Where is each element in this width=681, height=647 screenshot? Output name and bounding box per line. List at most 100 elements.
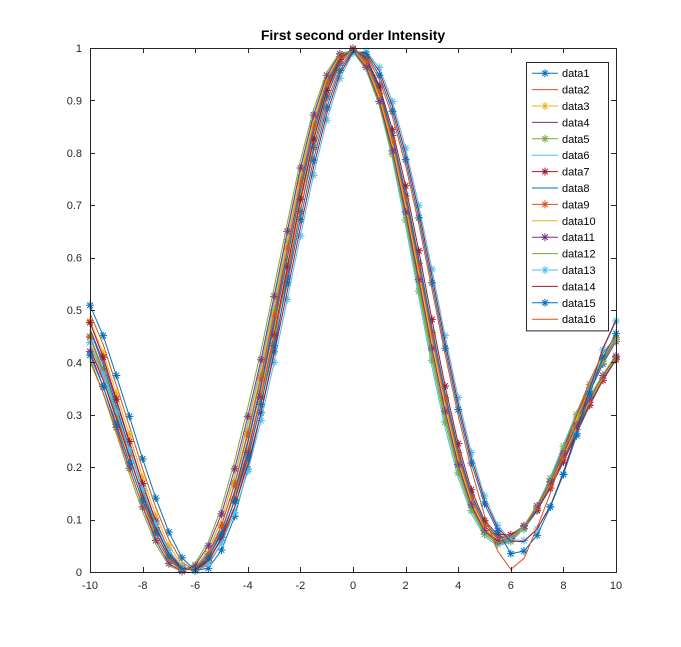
legend-label: data8 (562, 183, 590, 195)
data-point-data13 (480, 492, 489, 501)
data-point-data11 (283, 227, 292, 236)
data-point-data7 (125, 437, 134, 446)
x-tick-label: -6 (190, 580, 200, 592)
data-point-data15 (322, 103, 331, 112)
y-axis: 0 0.1 0.2 0.3 0.4 0.5 0.6 0.7 0.8 0.9 1 (67, 43, 616, 579)
data-point-data1 (309, 143, 318, 152)
data-point-data13 (506, 535, 515, 544)
legend-marker (541, 233, 549, 242)
data-point-data13 (322, 116, 331, 125)
y-tick-label: 0.2 (67, 462, 82, 474)
data-point-data3 (151, 511, 160, 520)
data-point-data9 (230, 480, 239, 489)
legend-item-data10: data10 (532, 216, 596, 228)
legend-item-data6: data6 (532, 150, 590, 162)
data-point-data15 (401, 155, 410, 164)
data-point-data3 (270, 326, 279, 335)
data-point-data1 (125, 412, 134, 421)
data-point-data11 (217, 509, 226, 518)
data-point-data15 (283, 278, 292, 287)
legend-label: data6 (562, 150, 590, 162)
data-point-data7 (480, 516, 489, 525)
data-point-data13 (401, 144, 410, 153)
data-point-data7 (441, 381, 450, 390)
y-tick-label: 0.8 (67, 148, 82, 160)
data-point-data1 (164, 528, 173, 537)
data-point-data11 (243, 412, 252, 421)
data-point-data13 (283, 295, 292, 304)
legend-label: data2 (562, 85, 590, 97)
data-point-data11 (204, 541, 213, 550)
data-point-data15 (270, 341, 279, 350)
legend-marker (541, 134, 549, 143)
data-point-data11 (585, 394, 594, 403)
data-point-data15 (296, 215, 305, 224)
data-point-data7 (296, 195, 305, 204)
data-point-data13 (441, 331, 450, 340)
data-point-data7 (243, 448, 252, 457)
data-point-data11 (362, 63, 371, 72)
legend-label: data9 (562, 199, 590, 211)
data-point-data13 (309, 171, 318, 180)
data-point-data9 (375, 89, 384, 98)
data-point-data13 (388, 97, 397, 106)
data-point-data15 (441, 344, 450, 353)
data-point-data5 (454, 468, 463, 477)
data-point-data9 (243, 430, 252, 439)
data-point-data15 (204, 553, 213, 562)
data-point-data11 (375, 97, 384, 106)
data-point-data13 (296, 232, 305, 241)
data-point-data7 (283, 263, 292, 272)
data-point-data9 (427, 330, 436, 339)
y-tick-label: 0 (76, 567, 82, 579)
data-point-data13 (454, 393, 463, 402)
data-point-data13 (519, 536, 528, 545)
data-point-data15 (493, 526, 502, 535)
data-point-data7 (309, 135, 318, 144)
data-point-data7 (559, 457, 568, 466)
data-point-data13 (427, 265, 436, 274)
data-point-data15 (125, 459, 134, 468)
data-point-data15 (335, 66, 344, 75)
x-tick-label: -4 (243, 580, 253, 592)
data-point-data15 (243, 453, 252, 462)
y-tick-label: 0.9 (67, 95, 82, 107)
legend-label: data1 (562, 68, 590, 80)
x-tick-label: 10 (610, 580, 622, 592)
legend-item-data13: data13 (532, 265, 596, 277)
data-point-data15 (467, 459, 476, 468)
data-point-data13 (125, 446, 134, 455)
legend-label: data4 (562, 117, 590, 129)
data-point-data11 (296, 163, 305, 172)
data-point-data11 (309, 111, 318, 120)
data-point-data11 (546, 477, 555, 486)
data-point-data7 (138, 479, 147, 488)
data-point-data9 (322, 78, 331, 87)
y-tick-label: 1 (76, 43, 82, 55)
data-point-data13 (204, 559, 213, 568)
data-point-data11 (454, 460, 463, 469)
data-point-data3 (112, 389, 121, 398)
data-point-data1 (151, 494, 160, 503)
data-point-data9 (454, 450, 463, 459)
legend-item-data15: data15 (532, 298, 596, 310)
legend-item-data14: data14 (532, 281, 596, 293)
legend-label: data12 (562, 249, 596, 261)
data-point-data15 (585, 389, 594, 398)
data-point-data7 (427, 315, 436, 324)
data-point-data11 (270, 292, 279, 301)
data-point-data9 (401, 195, 410, 204)
legend-marker (541, 200, 549, 209)
x-tick-label: 2 (403, 580, 409, 592)
data-point-data9 (309, 122, 318, 131)
legend-label: data7 (562, 167, 590, 179)
legend-label: data16 (562, 314, 596, 326)
legend-item-data12: data12 (532, 249, 596, 261)
data-point-data11 (164, 559, 173, 568)
x-tick-label: -10 (82, 580, 98, 592)
data-point-data9 (125, 451, 134, 460)
legend-item-data11: data11 (532, 232, 595, 244)
data-point-data1 (204, 564, 213, 573)
data-point-data3 (296, 190, 305, 199)
